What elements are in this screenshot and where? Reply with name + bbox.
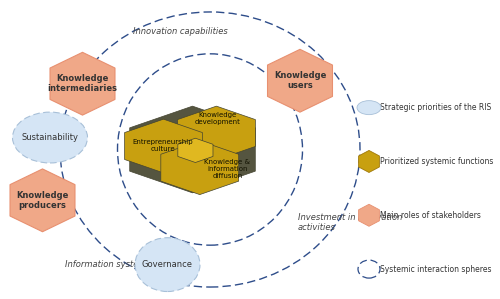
Polygon shape (178, 138, 213, 163)
Polygon shape (358, 204, 380, 226)
Polygon shape (10, 169, 75, 232)
Text: Knowledge
users: Knowledge users (274, 71, 326, 90)
Polygon shape (161, 141, 238, 195)
Text: Knowledge
producers: Knowledge producers (16, 191, 68, 210)
Polygon shape (130, 106, 256, 193)
Text: Knowledge &
information
diffusion: Knowledge & information diffusion (204, 159, 250, 179)
Ellipse shape (135, 238, 200, 292)
Text: Systemic interaction spheres: Systemic interaction spheres (380, 265, 492, 274)
Polygon shape (358, 150, 380, 173)
Text: Main roles of stakeholders: Main roles of stakeholders (380, 211, 481, 220)
Text: Innovation capabilities: Innovation capabilities (132, 27, 228, 36)
Ellipse shape (357, 101, 381, 115)
Text: Sustainability: Sustainability (22, 133, 78, 142)
Polygon shape (50, 52, 115, 115)
Text: Governance: Governance (142, 260, 193, 269)
Text: Information systems: Information systems (64, 260, 150, 269)
Text: Knowledge
development: Knowledge development (194, 112, 240, 125)
Text: Entrepreneurship
culture: Entrepreneurship culture (132, 138, 193, 152)
Text: Knowledge
intermediaries: Knowledge intermediaries (48, 74, 117, 93)
Polygon shape (124, 119, 202, 173)
Polygon shape (178, 106, 256, 160)
Text: Prioritized systemic functions: Prioritized systemic functions (380, 157, 494, 166)
Text: Strategic priorities of the RIS: Strategic priorities of the RIS (380, 103, 491, 112)
Polygon shape (268, 49, 332, 112)
Ellipse shape (12, 112, 88, 163)
Text: Investment in Innovation
activities: Investment in Innovation activities (298, 213, 402, 232)
